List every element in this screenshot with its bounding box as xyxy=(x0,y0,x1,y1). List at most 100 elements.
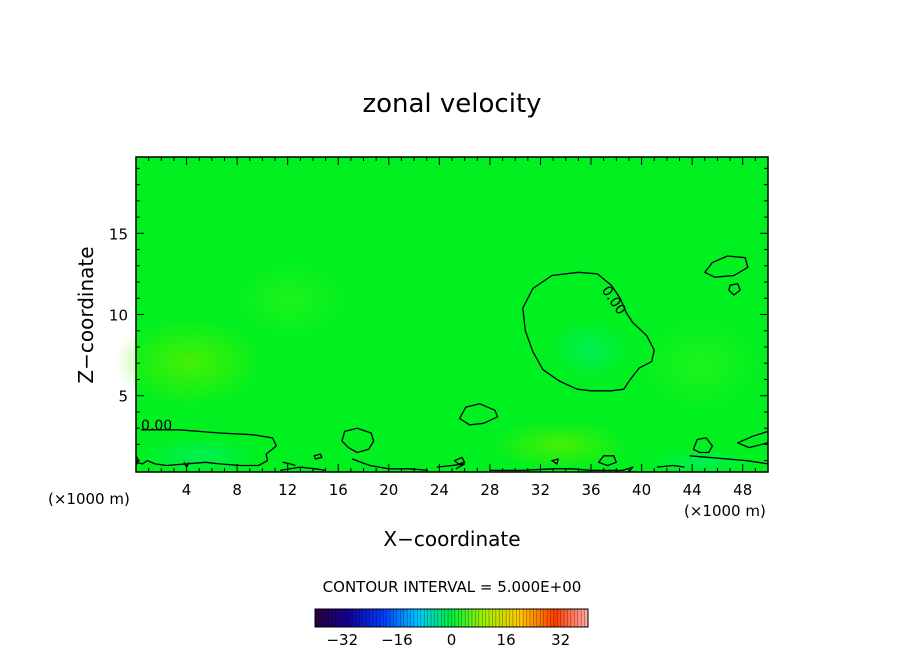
colorbar-cell xyxy=(570,609,575,627)
contour-loop-26-4 xyxy=(458,403,499,426)
colorbar-cell xyxy=(567,609,572,627)
x-tick-label: 8 xyxy=(232,481,242,499)
colorbar-cell xyxy=(390,609,394,627)
colorbar-cell xyxy=(403,609,408,627)
colorbar-cell xyxy=(345,609,350,627)
colorbar-tick-label: 32 xyxy=(551,631,570,649)
shade-bottom-left xyxy=(140,437,260,473)
colorbar-cell xyxy=(526,609,531,627)
colorbar-cell xyxy=(362,609,367,627)
colorbar-cell xyxy=(516,609,521,627)
colorbar-cell xyxy=(543,609,548,627)
colorbar-cell xyxy=(577,609,582,627)
colorbar-cell xyxy=(584,609,589,627)
colorbar-cell xyxy=(550,609,555,627)
colorbar-cell xyxy=(417,609,422,627)
shade-right-mid xyxy=(635,315,765,415)
chart-title: zonal velocity xyxy=(362,89,541,119)
x-tick-label: 48 xyxy=(733,481,752,499)
colorbar-cell xyxy=(465,609,469,627)
colorbar-cell xyxy=(332,609,336,627)
colorbar-cell xyxy=(410,609,415,627)
colorbar-cell xyxy=(352,609,357,627)
x-tick-label: 40 xyxy=(632,481,651,499)
colorbar-cell xyxy=(512,609,517,627)
contour-label-1: 0.00 xyxy=(141,418,172,434)
y-tick-label: 15 xyxy=(109,225,128,243)
colorbar-cell xyxy=(574,609,579,627)
x-tick-label: 32 xyxy=(531,481,550,499)
colorbar-cell xyxy=(557,609,562,627)
contour-right-tail-a xyxy=(656,464,685,468)
colorbar-cell xyxy=(485,609,490,627)
colorbar-cell xyxy=(366,609,370,627)
shade-left-mid xyxy=(115,317,265,407)
colorbar-cell xyxy=(536,609,541,627)
contour-loop-17-2 xyxy=(341,427,375,454)
x-tick-label: 12 xyxy=(278,481,297,499)
y-axis-ticks: 5 10 15 xyxy=(109,167,768,462)
contour-loop-47-11 xyxy=(728,282,741,296)
colorbar-cell xyxy=(458,609,463,627)
colorbar-cell xyxy=(328,609,333,627)
contour-loop-44-13 xyxy=(704,255,749,278)
colorbar-cell xyxy=(427,609,432,627)
colorbar-cell xyxy=(492,609,497,627)
colorbar-tick-label: −32 xyxy=(326,631,358,649)
colorbar-cell xyxy=(529,609,534,627)
colorbar-cell xyxy=(437,609,442,627)
colorbar-cell xyxy=(506,609,510,627)
y-tick-label: 10 xyxy=(109,307,128,325)
colorbar-cell xyxy=(431,609,435,627)
contour-small-37-1 xyxy=(597,455,617,467)
shade-loop-core xyxy=(550,320,630,380)
contour-loop-44-2 xyxy=(692,437,714,454)
colorbar-cell xyxy=(547,609,551,627)
colorbar-cell xyxy=(564,609,568,627)
colorbar-cell xyxy=(533,609,538,627)
contour-right-tail-b xyxy=(689,455,769,465)
colorbar-cell xyxy=(383,609,388,627)
colorbar-cell xyxy=(478,609,483,627)
colorbar-cell xyxy=(471,609,476,627)
x-tick-label: 28 xyxy=(480,481,499,499)
contour-tiny-33 xyxy=(551,458,559,465)
contour-lines xyxy=(135,255,769,473)
x-axis-label: X−coordinate xyxy=(383,527,520,551)
colorbar-tick-label: 16 xyxy=(497,631,516,649)
colorbar-cell xyxy=(441,609,446,627)
colorbar-cell xyxy=(475,609,480,627)
colorbar-cell xyxy=(373,609,377,627)
colorbar-cell xyxy=(461,609,466,627)
colorbar-cell xyxy=(509,609,514,627)
x-tick-label: 20 xyxy=(379,481,398,499)
colorbar-cell xyxy=(434,609,439,627)
colorbar-cell xyxy=(325,609,330,627)
colorbar: CONTOUR INTERVAL = 5.000E+00 −32 −16 0 16 32 xyxy=(314,578,589,649)
contour-tiny-14 xyxy=(313,453,323,460)
colorbar-cell xyxy=(482,609,487,627)
contour-right-edge xyxy=(737,430,769,449)
shade-top-mid xyxy=(230,260,350,340)
colorbar-cell xyxy=(553,609,558,627)
colorbar-cell xyxy=(315,609,319,627)
shade-bottom-mid xyxy=(490,420,630,470)
x-tick-label: 44 xyxy=(683,481,702,499)
colorbar-tick-label: 0 xyxy=(447,631,457,649)
colorbar-cell xyxy=(379,609,384,627)
colorbar-cell xyxy=(359,609,364,627)
colorbar-cell xyxy=(424,609,429,627)
contour-left-bottom xyxy=(135,429,277,467)
colorbar-cell xyxy=(489,609,493,627)
colorbar-cell xyxy=(499,609,504,627)
colorbar-cell xyxy=(502,609,507,627)
colorbar-cell xyxy=(369,609,374,627)
colorbar-cell xyxy=(349,609,353,627)
colorbar-cell xyxy=(321,609,326,627)
colorbar-cell xyxy=(519,609,524,627)
colorbar-cell xyxy=(355,609,360,627)
colorbar-cell xyxy=(396,609,401,627)
colorbar-cell xyxy=(523,609,527,627)
colorbar-cell xyxy=(444,609,449,627)
